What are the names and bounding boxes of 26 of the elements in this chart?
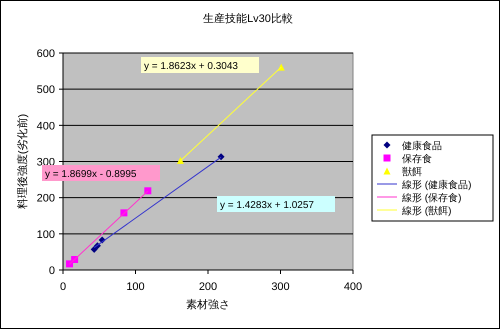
y-axis-title: 料理後強度(劣化前) xyxy=(16,114,29,210)
y-tick-label: 0 xyxy=(48,265,55,277)
legend-label: 線形 (獣餌) xyxy=(401,205,452,217)
legend-label: 線形 (保存食) xyxy=(401,192,462,204)
x-tick-label: 0 xyxy=(60,281,66,293)
x-tick-label: 400 xyxy=(344,281,362,293)
legend-label: 健康食品 xyxy=(402,140,442,152)
annotation: y = 1.4283x + 1.0257 xyxy=(220,200,314,211)
point xyxy=(176,156,184,164)
annotation: y = 1.8623x + 0.3043 xyxy=(144,61,238,72)
y-tick-label: 600 xyxy=(36,48,55,60)
y-tick-label: 400 xyxy=(36,120,55,132)
point xyxy=(90,246,98,253)
legend-label: 獣餌 xyxy=(402,166,422,178)
legend-label: 保存食 xyxy=(402,153,432,165)
chart-title: 生産技能Lv30比較 xyxy=(203,12,293,25)
annotation: y = 1.8699x - 0.8995 xyxy=(45,169,137,180)
x-axis-title: 素材強さ xyxy=(186,298,230,311)
legend-label: 線形 (健康食品) xyxy=(401,179,472,191)
x-tick-label: 200 xyxy=(198,281,218,293)
x-tick-label: 300 xyxy=(271,281,290,293)
y-tick-label: 200 xyxy=(36,192,55,205)
y-tick-label: 500 xyxy=(36,84,55,96)
x-tick-label: 100 xyxy=(126,281,145,293)
y-tick-label: 100 xyxy=(36,228,55,241)
point xyxy=(144,187,152,194)
